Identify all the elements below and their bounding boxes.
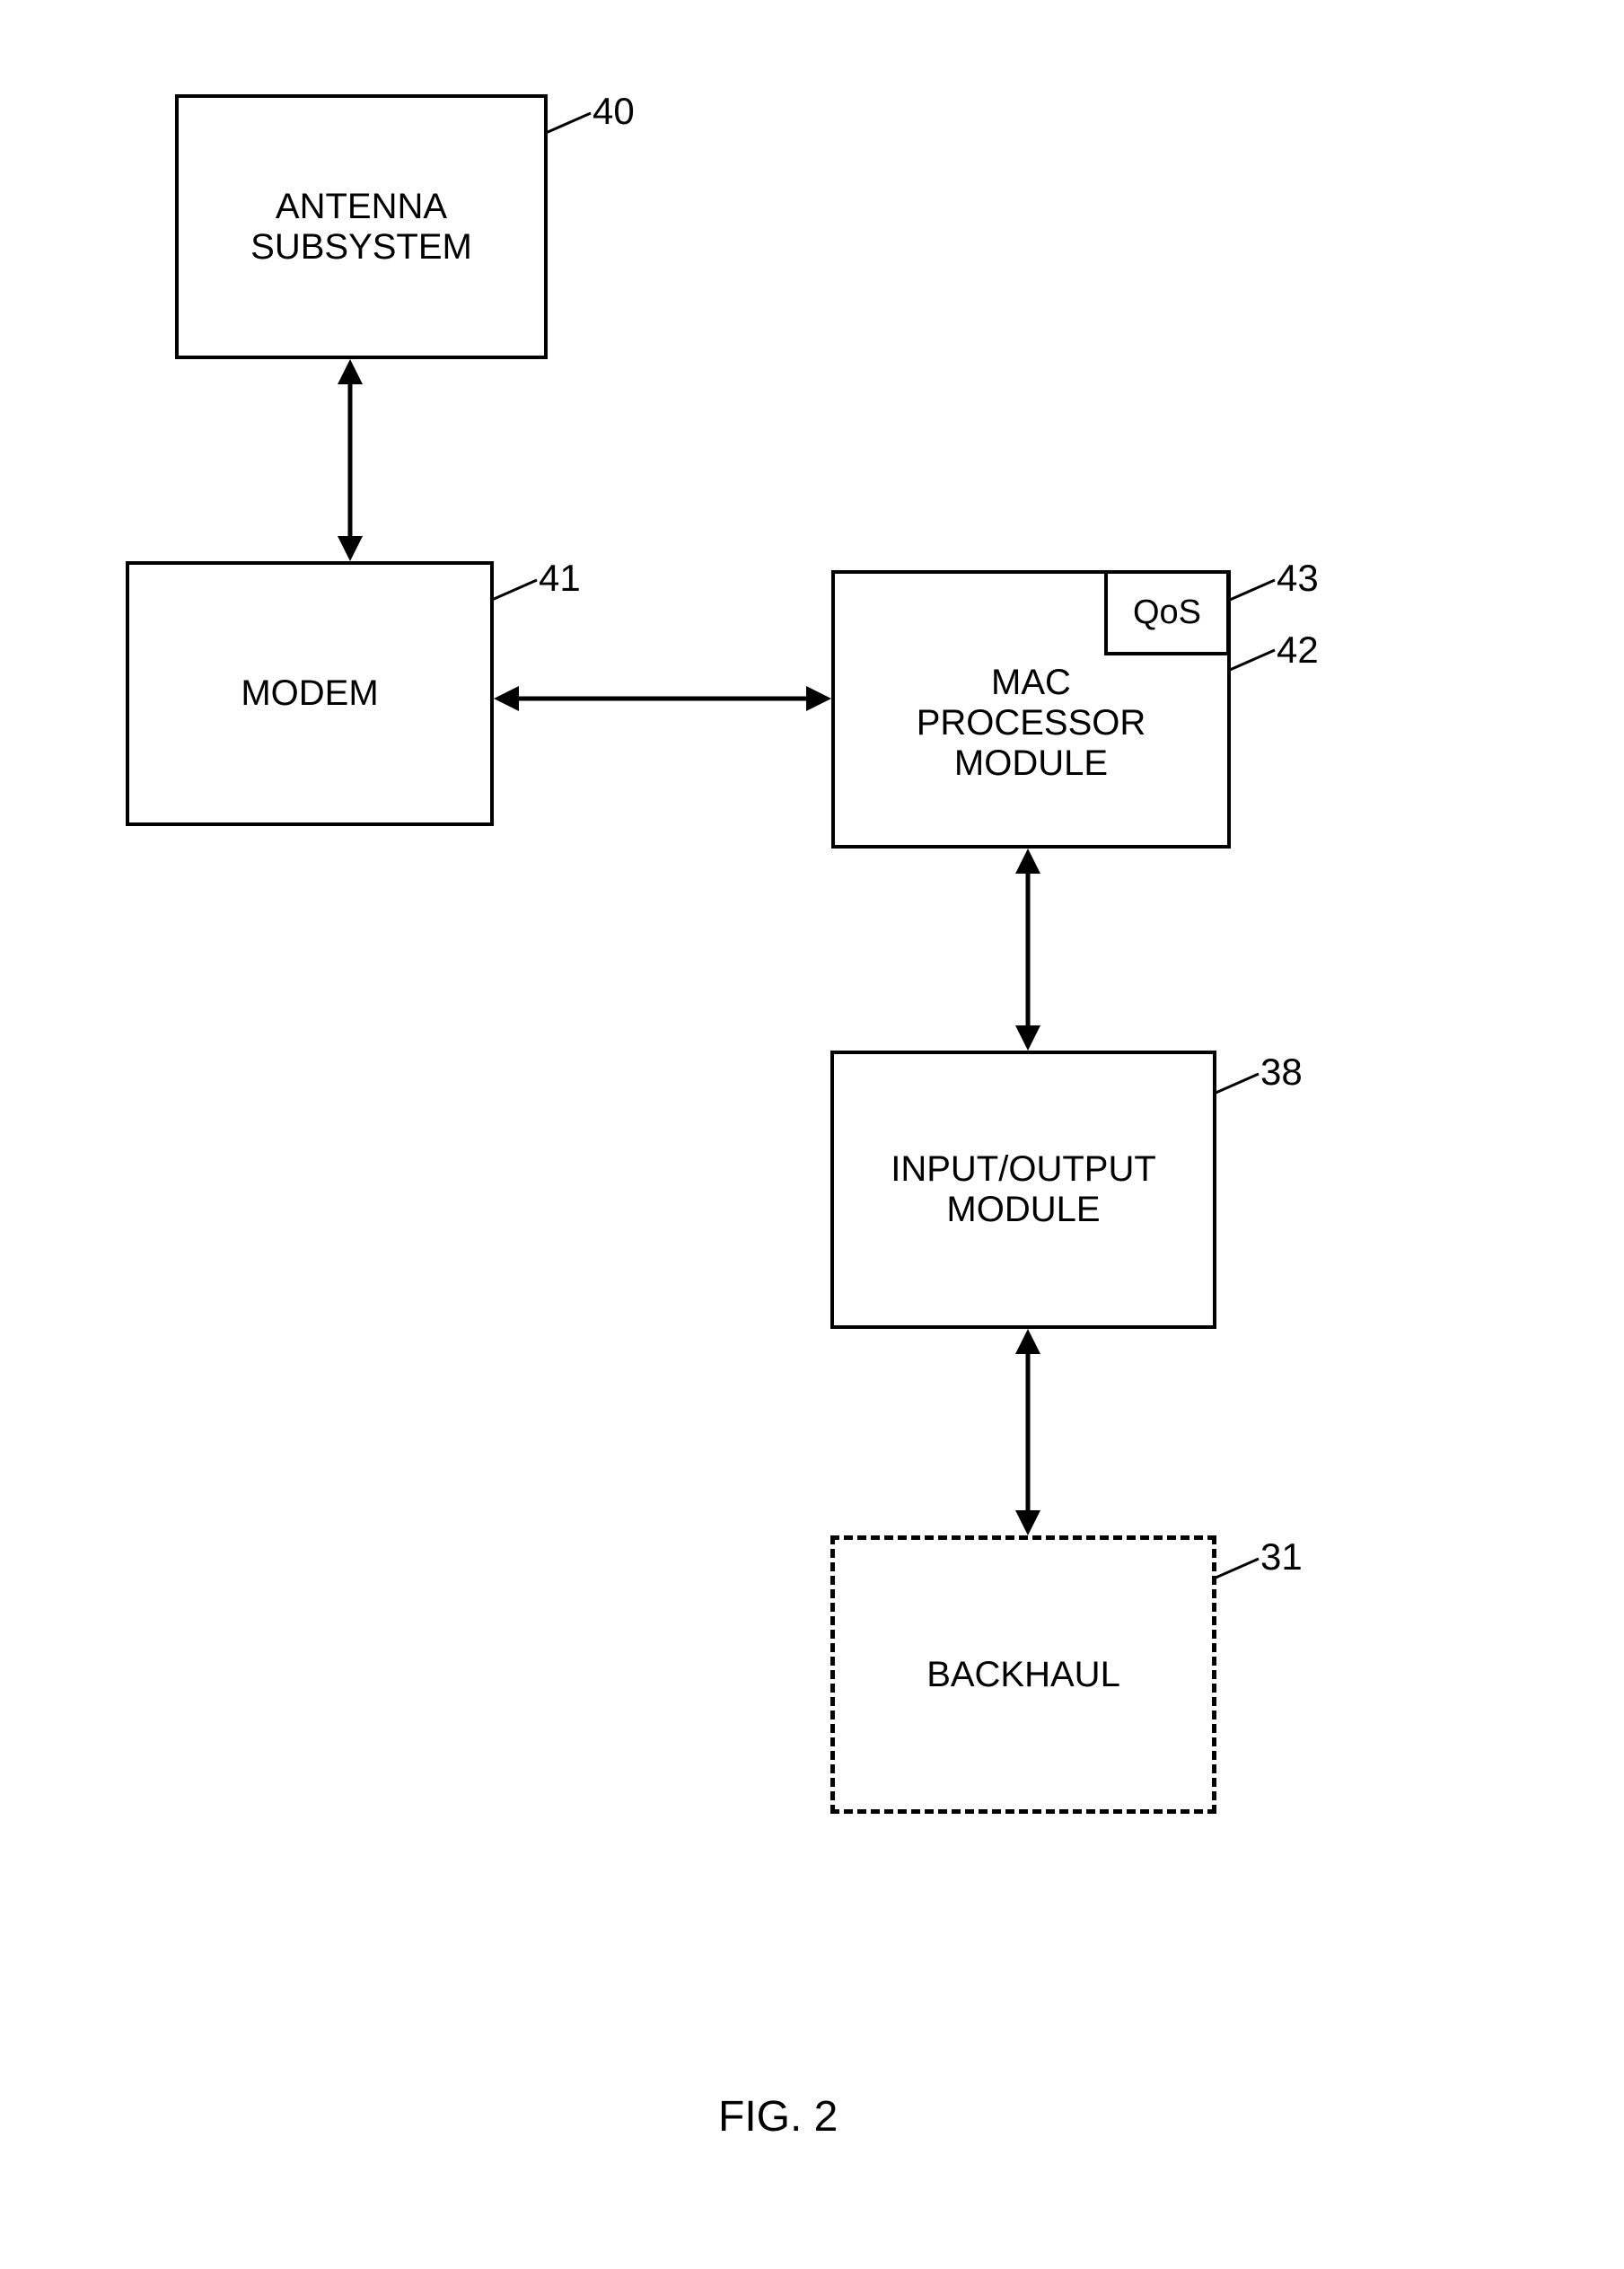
diagram-container: ANTENNA SUBSYSTEM 40 MODEM 41 MAC PROCES…: [0, 0, 1624, 2269]
antenna-label-line1: ANTENNA: [250, 187, 472, 227]
io-label-line2: MODULE: [891, 1190, 1156, 1230]
io-ref: 38: [1260, 1051, 1303, 1094]
backhaul-block: BACKHAUL: [830, 1535, 1216, 1814]
mac-label: MAC PROCESSOR MODULE: [917, 663, 1146, 784]
modem-label: MODEM: [241, 673, 378, 714]
io-block: INPUT/OUTPUT MODULE: [830, 1051, 1216, 1329]
qos-ref: 43: [1277, 557, 1319, 600]
modem-ref: 41: [539, 557, 581, 600]
figure-caption: FIG. 2: [718, 2092, 838, 2141]
mac-label-line3: MODULE: [917, 743, 1146, 784]
mac-ref: 42: [1277, 629, 1319, 672]
backhaul-label: BACKHAUL: [926, 1655, 1120, 1695]
antenna-label-line2: SUBSYSTEM: [250, 227, 472, 268]
qos-label: QoS: [1133, 594, 1201, 632]
antenna-ref: 40: [593, 90, 635, 133]
backhaul-ref: 31: [1260, 1535, 1303, 1579]
mac-label-line2: PROCESSOR: [917, 703, 1146, 743]
modem-block: MODEM: [126, 561, 494, 826]
io-label: INPUT/OUTPUT MODULE: [891, 1149, 1156, 1230]
antenna-label: ANTENNA SUBSYSTEM: [250, 187, 472, 268]
qos-block: QoS: [1104, 570, 1230, 655]
io-label-line1: INPUT/OUTPUT: [891, 1149, 1156, 1190]
mac-label-line1: MAC: [917, 663, 1146, 703]
antenna-block: ANTENNA SUBSYSTEM: [175, 94, 548, 359]
